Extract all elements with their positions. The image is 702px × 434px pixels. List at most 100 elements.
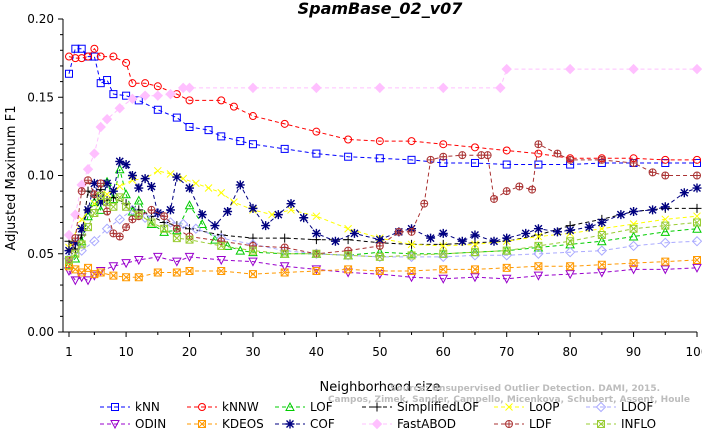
data-point bbox=[128, 79, 137, 88]
data-point bbox=[76, 273, 87, 283]
data-point bbox=[483, 151, 492, 160]
data-point bbox=[71, 54, 80, 63]
legend-label: ODIN bbox=[135, 417, 166, 431]
data-point bbox=[184, 200, 195, 210]
data-point bbox=[501, 274, 512, 284]
data-point bbox=[693, 155, 701, 164]
data-point bbox=[77, 187, 86, 196]
data-point bbox=[153, 105, 162, 114]
data-point bbox=[210, 221, 220, 231]
data-point bbox=[134, 210, 143, 219]
data-point bbox=[596, 245, 608, 256]
legend-label: LoOP bbox=[529, 400, 560, 414]
data-point bbox=[280, 268, 289, 277]
data-point bbox=[70, 276, 81, 286]
data-point bbox=[374, 247, 385, 257]
data-point bbox=[103, 198, 112, 207]
data-point bbox=[628, 240, 639, 252]
data-point bbox=[280, 233, 290, 243]
data-point bbox=[344, 135, 353, 144]
data-point bbox=[515, 182, 524, 191]
data-point bbox=[420, 199, 429, 208]
data-point bbox=[330, 236, 340, 246]
data-point bbox=[534, 241, 543, 250]
data-point bbox=[648, 168, 657, 177]
data-point bbox=[223, 206, 233, 216]
data-point bbox=[248, 112, 257, 121]
data-point bbox=[534, 160, 543, 169]
data-point bbox=[192, 179, 200, 188]
data-point bbox=[65, 69, 73, 78]
data-point bbox=[64, 266, 74, 277]
data-point bbox=[172, 172, 182, 182]
series-line bbox=[68, 143, 697, 261]
data-point bbox=[597, 268, 607, 278]
data-point bbox=[121, 259, 131, 269]
data-point bbox=[190, 223, 202, 234]
data-point bbox=[407, 227, 416, 236]
legend-item: INFLO bbox=[586, 417, 656, 431]
data-point bbox=[235, 180, 245, 190]
data-point bbox=[165, 205, 175, 215]
data-point bbox=[470, 158, 479, 167]
data-point bbox=[566, 262, 575, 271]
legend-marker bbox=[285, 419, 295, 429]
data-point bbox=[89, 178, 99, 188]
x-tick-label: 80 bbox=[562, 345, 577, 359]
data-point bbox=[70, 209, 81, 220]
data-point bbox=[139, 90, 151, 101]
data-point bbox=[248, 246, 257, 255]
data-point bbox=[470, 265, 479, 274]
legend-marker bbox=[597, 420, 605, 428]
series-knnw bbox=[65, 44, 701, 164]
data-point bbox=[247, 82, 259, 94]
series-line bbox=[68, 47, 697, 161]
data-point bbox=[71, 249, 80, 258]
legend-item: LDOF bbox=[586, 400, 653, 414]
data-point bbox=[528, 185, 537, 194]
data-point bbox=[121, 189, 131, 199]
data-point bbox=[374, 82, 386, 94]
data-point bbox=[407, 266, 416, 275]
legend-item: ODIN bbox=[100, 417, 166, 431]
data-point bbox=[185, 266, 194, 275]
data-point bbox=[216, 256, 227, 266]
data-point bbox=[534, 149, 543, 158]
data-point bbox=[692, 203, 702, 213]
data-point bbox=[217, 188, 226, 197]
data-point bbox=[692, 263, 702, 273]
data-point bbox=[286, 199, 296, 209]
data-point bbox=[172, 224, 181, 233]
legend-marker bbox=[198, 420, 206, 428]
legend-item: LDF bbox=[494, 417, 552, 431]
legend-label: INFLO bbox=[621, 417, 656, 431]
data-point bbox=[629, 224, 638, 233]
data-point bbox=[210, 234, 220, 244]
y-tick-label: 0.20 bbox=[27, 12, 54, 26]
legend-marker bbox=[110, 420, 120, 430]
credit-line-1: Source: Unsupervised Outlier Detection. … bbox=[390, 384, 660, 394]
series-line bbox=[68, 169, 698, 266]
data-point bbox=[172, 113, 181, 122]
data-point bbox=[236, 137, 245, 146]
data-point bbox=[101, 223, 113, 234]
data-point bbox=[261, 221, 271, 231]
data-point bbox=[502, 246, 511, 255]
data-point bbox=[160, 224, 169, 233]
data-point bbox=[566, 155, 575, 164]
legend-marker bbox=[505, 420, 514, 428]
data-point bbox=[96, 268, 105, 277]
data-point bbox=[280, 249, 289, 258]
data-point bbox=[629, 206, 639, 216]
data-point bbox=[439, 140, 448, 149]
data-point bbox=[165, 217, 176, 228]
data-point bbox=[77, 268, 86, 277]
data-point bbox=[566, 237, 575, 246]
data-point bbox=[122, 273, 131, 282]
data-point bbox=[152, 252, 163, 262]
data-point bbox=[407, 240, 416, 249]
data-point bbox=[660, 265, 671, 275]
data-point bbox=[349, 228, 359, 238]
y-tick-label: 0.15 bbox=[27, 90, 54, 104]
data-point bbox=[691, 63, 702, 75]
